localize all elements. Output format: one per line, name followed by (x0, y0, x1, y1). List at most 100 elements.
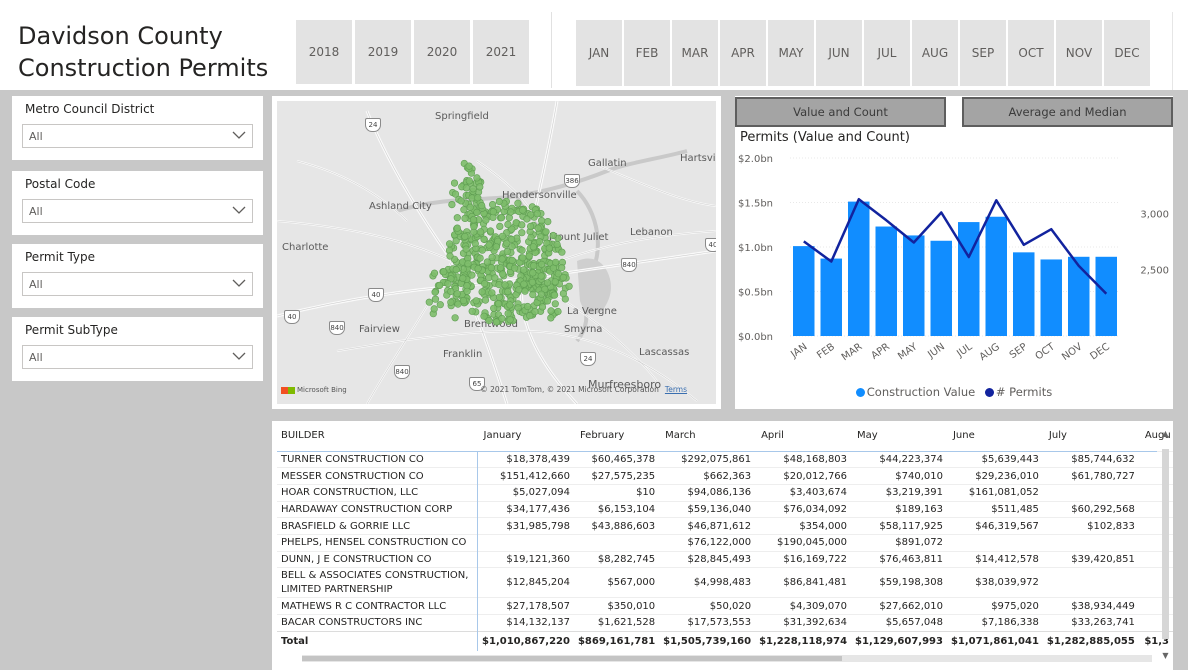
permit-point[interactable] (525, 252, 533, 260)
permit-point[interactable] (448, 200, 456, 209)
permit-point[interactable] (508, 235, 516, 243)
slicer-dropdown-permit-type[interactable]: All (22, 272, 253, 296)
column-header-builder[interactable]: BUILDER (281, 430, 325, 442)
permit-point[interactable] (519, 254, 527, 262)
map-canvas[interactable]: Springfield Gallatin Hartsville Hendersonvi… (277, 101, 716, 404)
bar-dec[interactable] (1095, 256, 1118, 336)
permit-point[interactable] (551, 291, 559, 299)
permit-point[interactable] (465, 177, 473, 185)
permit-point[interactable] (547, 314, 555, 322)
permit-point[interactable] (477, 228, 485, 236)
permit-point[interactable] (461, 232, 469, 241)
permit-point[interactable] (518, 246, 526, 254)
permit-point[interactable] (549, 231, 557, 240)
permit-point[interactable] (474, 265, 482, 273)
permit-point[interactable] (478, 288, 486, 296)
permit-point[interactable] (481, 296, 490, 304)
permit-point[interactable] (508, 256, 516, 264)
permit-point[interactable] (523, 215, 531, 223)
permit-point[interactable] (528, 278, 536, 286)
permit-point[interactable] (452, 266, 460, 274)
permit-point[interactable] (430, 269, 439, 277)
permit-point[interactable] (535, 238, 544, 246)
permit-point[interactable] (507, 208, 515, 216)
table-row[interactable]: BRASFIELD & GORRIE LLC $31,985,798 $43,886… (277, 517, 1173, 535)
permit-point[interactable] (485, 317, 493, 325)
permit-point[interactable] (498, 232, 507, 240)
permit-point[interactable] (478, 201, 486, 210)
permit-point[interactable] (565, 282, 573, 290)
year-button-2019[interactable]: 2019 (355, 20, 411, 84)
permit-point[interactable] (490, 304, 498, 312)
legend-item-construction-value[interactable]: Construction Value (855, 385, 975, 399)
month-button-may[interactable]: MAY (768, 20, 814, 86)
table-row[interactable]: PHELPS, HENSEL CONSTRUCTION CO $76,122,00… (277, 533, 1173, 552)
permit-point[interactable] (554, 270, 562, 278)
permit-point[interactable] (470, 222, 478, 231)
permit-point[interactable] (485, 241, 493, 249)
permit-point[interactable] (533, 210, 541, 218)
permit-point[interactable] (489, 200, 497, 209)
permit-point[interactable] (551, 300, 559, 308)
slicer-dropdown-postal-code[interactable]: All (22, 199, 253, 223)
permit-point[interactable] (514, 304, 522, 312)
bar-mar[interactable] (848, 201, 870, 336)
chevron-down-icon[interactable] (232, 130, 246, 140)
permit-point[interactable] (501, 281, 509, 289)
permit-point[interactable] (514, 199, 522, 207)
permit-point[interactable] (506, 316, 514, 324)
permit-point[interactable] (468, 271, 476, 279)
legend-item-permits[interactable]: # Permits (979, 385, 1052, 399)
permit-point[interactable] (521, 287, 529, 295)
permit-point[interactable] (559, 273, 568, 282)
permit-point[interactable] (511, 264, 519, 272)
permit-point[interactable] (431, 288, 439, 296)
permit-point[interactable] (425, 298, 433, 306)
permit-point[interactable] (462, 184, 470, 192)
permit-point[interactable] (486, 227, 495, 235)
table-row[interactable]: TURNER CONSTRUCTION CO $18,378,439 $60,465… (277, 450, 1173, 468)
table-row[interactable]: MESSER CONSTRUCTION CO $151,412,660 $27,57… (277, 467, 1173, 485)
permit-point[interactable] (551, 278, 559, 286)
permit-point[interactable] (518, 221, 526, 229)
permit-point[interactable] (498, 314, 506, 323)
permit-point[interactable] (519, 206, 527, 214)
permit-point[interactable] (558, 264, 566, 272)
bar-feb[interactable] (820, 258, 843, 336)
permit-point[interactable] (468, 307, 476, 315)
bar-nov[interactable] (1068, 256, 1090, 336)
permit-point[interactable] (520, 266, 528, 274)
column-header-june[interactable]: June (952, 430, 975, 442)
permit-point[interactable] (447, 287, 455, 296)
permit-point[interactable] (488, 253, 496, 261)
permit-point[interactable] (499, 270, 507, 278)
month-button-sep[interactable]: SEP (960, 20, 1006, 86)
year-button-2020[interactable]: 2020 (414, 20, 470, 84)
permit-point[interactable] (457, 197, 465, 205)
permit-point[interactable] (482, 216, 490, 224)
permit-point[interactable] (453, 224, 461, 232)
permit-point[interactable] (559, 290, 568, 298)
chevron-down-icon[interactable] (232, 205, 246, 215)
month-button-dec[interactable]: DEC (1104, 20, 1150, 86)
permits-combo-chart[interactable]: $0.0bn $0.5bn $1.0bn $1.5bn $2.0bn 2,500 3,000… (735, 146, 1173, 381)
column-header-april[interactable]: April (761, 430, 784, 442)
column-header-january[interactable]: January (483, 430, 522, 442)
permit-point[interactable] (446, 252, 454, 260)
permit-point[interactable] (538, 260, 546, 268)
permit-point[interactable] (485, 274, 493, 282)
permit-point[interactable] (471, 240, 479, 248)
permit-point[interactable] (459, 297, 468, 305)
permit-point[interactable] (476, 183, 484, 191)
permit-point[interactable] (496, 222, 504, 230)
permit-point[interactable] (450, 179, 459, 187)
permit-point[interactable] (545, 244, 553, 252)
permit-point[interactable] (478, 246, 486, 254)
permit-point[interactable] (436, 281, 444, 289)
permit-point[interactable] (537, 290, 546, 298)
year-button-2021[interactable]: 2021 (473, 20, 529, 84)
permit-point[interactable] (518, 229, 526, 237)
permit-point[interactable] (508, 243, 516, 251)
permit-point[interactable] (503, 239, 511, 247)
permit-point[interactable] (529, 243, 537, 251)
